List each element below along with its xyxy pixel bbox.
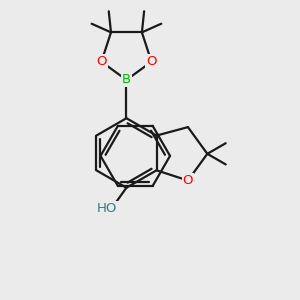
Text: O: O	[96, 55, 107, 68]
Text: HO: HO	[97, 202, 118, 215]
Text: O: O	[146, 55, 157, 68]
Text: B: B	[122, 74, 131, 86]
Text: O: O	[183, 174, 193, 187]
